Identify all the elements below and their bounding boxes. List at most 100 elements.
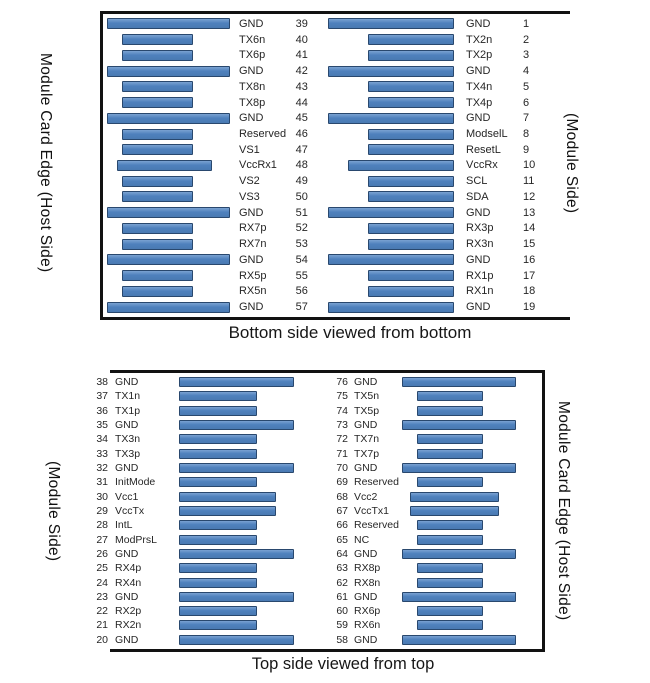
pin-row: GND 54: [105, 252, 323, 268]
pin-row: 75 TX5n: [333, 389, 543, 403]
pin-name: GND: [115, 376, 139, 389]
pin-number: 37: [96, 390, 108, 403]
pad-slot: [105, 112, 232, 125]
pin-number: 53: [295, 238, 308, 251]
pin-name: TX5n: [354, 390, 380, 403]
pin-row: RX1p 17: [325, 268, 568, 284]
pad-slot: [400, 433, 518, 445]
pad-slot: [179, 462, 299, 474]
pin-number: 52: [295, 222, 308, 235]
pad-slot: [400, 534, 518, 546]
pin-row: GND 42: [105, 63, 323, 79]
pin-number: 3: [523, 49, 530, 62]
pin-number: 28: [96, 519, 108, 532]
pad-slot: [400, 390, 518, 402]
pin-row: 24 RX4n: [88, 575, 300, 589]
pad-slot: [179, 562, 299, 574]
pin-name: GND: [238, 301, 264, 314]
pin-number: 13: [523, 206, 536, 219]
pin-name: VccRx: [466, 159, 498, 172]
pad-slot: [400, 562, 518, 574]
pad-bar: [179, 620, 257, 631]
pin-name: NC: [354, 533, 370, 546]
pad-bar: [402, 420, 516, 431]
pin-name: TX8n: [238, 80, 266, 93]
pad-bar: [122, 49, 193, 61]
pin-name: GND: [466, 206, 491, 219]
pad-bar: [122, 81, 193, 93]
pad-bar: [417, 534, 483, 545]
pad-slot: [179, 433, 299, 445]
pin-number: 40: [295, 33, 308, 46]
pin-column-76-58: 76 GND 75 TX5n 74 TX5p: [333, 375, 543, 647]
pin-name: TX6n: [238, 33, 266, 46]
pad-bar: [122, 222, 193, 234]
pin-row: RX1n 18: [325, 283, 568, 299]
pad-bar: [328, 301, 454, 313]
pin-name: GND: [354, 547, 378, 560]
pin-row: 66 Reserved: [333, 518, 543, 532]
pin-number: 23: [96, 590, 108, 603]
pad-slot: [400, 376, 518, 388]
pad-slot: [400, 405, 518, 417]
pin-row: GND 39: [105, 16, 323, 32]
pin-number: 44: [295, 96, 308, 109]
pad-slot: [105, 190, 232, 203]
pin-name: TX1n: [115, 390, 141, 403]
pin-number: 48: [295, 159, 308, 172]
pin-row: 68 Vcc2: [333, 490, 543, 504]
pin-name: Reserved: [354, 476, 399, 489]
pad-slot: [105, 143, 232, 156]
pin-name: TX3p: [115, 447, 141, 460]
pad-slot: [400, 476, 518, 488]
pad-bar: [179, 534, 257, 545]
pin-name: Reserved: [238, 128, 287, 140]
pin-row: 76 GND: [333, 375, 543, 389]
pad-slot: [325, 253, 457, 266]
pin-name: RX1p: [466, 269, 494, 282]
pad-bar: [368, 270, 454, 282]
pad-bar: [417, 520, 483, 531]
pad-bar: [368, 97, 454, 109]
pad-bar: [122, 128, 193, 140]
pin-row: 67 VccTx1: [333, 504, 543, 518]
pin-number: 41: [295, 49, 308, 62]
pad-slot: [400, 491, 518, 503]
pin-row: GND 4: [325, 63, 568, 79]
pin-number: 56: [295, 285, 308, 298]
pin-number: 8: [523, 128, 530, 140]
pad-bar: [410, 505, 499, 516]
pad-bar: [179, 448, 257, 459]
pin-row: SDA 12: [325, 189, 568, 205]
pin-row: TX8p 44: [105, 95, 323, 111]
pad-slot: [105, 222, 232, 235]
pin-row: 73 GND: [333, 418, 543, 432]
pin-number: 71: [336, 447, 348, 460]
top-panel-right-edge-label: (Module Side): [563, 112, 580, 214]
bottom-panel-right-edge-label: Module Card Edge (Host Side): [555, 401, 572, 621]
pin-name: TX7n: [354, 433, 380, 446]
pin-row: 21 RX2n: [88, 618, 300, 632]
pin-name: RX8n: [354, 576, 381, 589]
pad-slot: [105, 238, 232, 251]
pin-name: ModPrsL: [115, 533, 158, 546]
pin-number: 63: [336, 562, 348, 575]
pin-name: Reserved: [354, 519, 399, 532]
pin-row: GND 57: [105, 299, 323, 315]
pin-row: RX5n 56: [105, 283, 323, 299]
pin-number: 47: [295, 143, 308, 156]
pad-slot: [105, 80, 232, 93]
pin-name: GND: [115, 590, 139, 603]
pin-number: 1: [523, 17, 530, 30]
pad-bar: [179, 520, 257, 531]
pin-number: 6: [523, 96, 530, 109]
pin-row: RX5p 55: [105, 268, 323, 284]
pin-name: RX6n: [354, 619, 381, 632]
pin-name: GND: [354, 462, 378, 475]
pad-slot: [179, 419, 299, 431]
pad-bar: [122, 97, 193, 109]
pad-slot: [325, 159, 457, 172]
pad-bar: [368, 222, 454, 234]
pin-number: 64: [336, 547, 348, 560]
pad-bar: [179, 434, 257, 445]
